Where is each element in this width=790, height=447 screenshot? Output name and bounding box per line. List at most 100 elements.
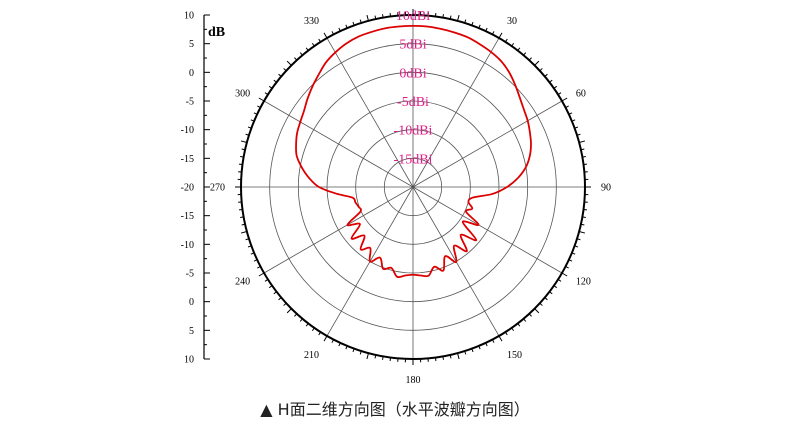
outer-tick <box>305 323 309 327</box>
grid-spoke <box>412 186 563 274</box>
outer-tick <box>504 331 508 336</box>
outer-tick <box>568 259 573 262</box>
outer-tick <box>549 79 553 83</box>
ring-label: -5dBi <box>397 95 429 110</box>
outer-tick <box>331 339 335 343</box>
grid-spoke <box>263 100 414 188</box>
outer-tick <box>523 52 527 56</box>
ring-label: 5dBi <box>399 38 426 53</box>
radial-tick-label: 0 <box>189 297 194 308</box>
outer-tick <box>491 31 495 35</box>
outer-tick <box>498 32 503 39</box>
radial-axis: 10 5 0 -5 -10 -15 -20 -15 -10 -5 0 5 10 <box>181 11 210 366</box>
outer-tick <box>273 79 277 83</box>
outer-tick <box>534 60 540 66</box>
outer-tick <box>539 302 543 306</box>
pattern-series <box>295 24 532 279</box>
outer-tick <box>576 133 581 136</box>
outer-tick <box>305 47 309 51</box>
outer-tick <box>382 14 384 18</box>
outer-tick <box>240 216 244 218</box>
outer-tick <box>245 133 250 136</box>
radial-tick-label: 10 <box>184 11 194 22</box>
ring-label: 0dBi <box>399 66 426 81</box>
outer-tick <box>264 92 269 96</box>
outer-tick <box>511 327 515 332</box>
outer-tick <box>511 42 515 47</box>
pattern-line <box>295 24 532 279</box>
outer-tick <box>323 32 328 39</box>
outer-tick <box>504 38 508 43</box>
outer-tick <box>517 323 521 327</box>
outer-tick <box>247 126 252 129</box>
unit-label: dB <box>208 25 225 40</box>
angle-label: 150 <box>507 350 522 361</box>
outer-tick <box>565 265 569 269</box>
outer-tick <box>580 223 585 226</box>
outer-tick <box>240 156 244 158</box>
grid-spoke <box>412 100 563 188</box>
outer-tick <box>457 353 460 360</box>
radial-tick-label: -5 <box>186 269 194 280</box>
angle-labels: 30 60 90 120 150 180 210 240 270 300 330 <box>210 16 611 386</box>
outer-tick <box>273 291 277 295</box>
radial-tick-label: -10 <box>181 240 194 251</box>
outer-tick <box>294 57 298 61</box>
angle-label: 90 <box>601 183 611 194</box>
outer-tick <box>323 335 328 342</box>
outer-tick <box>338 342 341 347</box>
radial-tick-label: -15 <box>181 154 194 165</box>
outer-tick <box>278 297 282 301</box>
outer-tick <box>571 252 576 255</box>
outer-tick <box>449 15 452 20</box>
radial-tick-label: -15 <box>181 211 194 222</box>
outer-tick <box>557 92 562 96</box>
outer-tick <box>549 291 553 295</box>
outer-tick <box>240 231 247 234</box>
outer-tick <box>250 252 255 255</box>
angle-label: 300 <box>235 89 250 100</box>
outer-tick <box>544 73 548 77</box>
outer-tick <box>318 38 322 43</box>
outer-tick <box>471 21 474 26</box>
outer-tick <box>264 278 269 282</box>
outer-tick <box>253 259 258 262</box>
outer-tick <box>283 302 287 306</box>
ring-label: 10dBi <box>396 9 430 24</box>
radial-tick-label: -20 <box>181 183 194 194</box>
outer-tick <box>579 140 586 143</box>
outer-tick <box>311 327 315 332</box>
radial-tick-label: -10 <box>181 125 194 136</box>
outer-tick <box>318 331 322 336</box>
outer-tick <box>278 73 282 77</box>
angle-label: 330 <box>304 16 319 27</box>
outer-tick <box>257 105 261 109</box>
outer-tick <box>442 14 444 18</box>
outer-tick <box>478 24 481 29</box>
outer-tick <box>557 278 562 282</box>
outer-tick <box>250 119 255 122</box>
angle-label: 180 <box>406 375 421 386</box>
outer-tick <box>517 47 521 51</box>
angle-label: 240 <box>235 277 250 288</box>
outer-tick <box>374 354 377 359</box>
outer-tick <box>241 148 246 151</box>
outer-tick <box>258 272 265 277</box>
outer-tick <box>464 19 467 24</box>
outer-tick <box>442 356 444 360</box>
outer-tick <box>457 14 460 21</box>
outer-tick <box>582 156 586 158</box>
outer-tick <box>366 353 369 360</box>
grid-spoke <box>412 37 500 188</box>
angle-label: 120 <box>576 277 591 288</box>
ring-labels: 10dBi 5dBi 0dBi -5dBi -10dBi -15dBi <box>394 9 433 167</box>
outer-tick <box>352 348 355 353</box>
ring-label: -10dBi <box>394 124 433 139</box>
outer-tick <box>294 313 298 317</box>
outer-tick <box>331 31 335 35</box>
outer-tick <box>283 68 287 72</box>
outer-tick <box>491 339 495 343</box>
outer-tick <box>471 348 474 353</box>
